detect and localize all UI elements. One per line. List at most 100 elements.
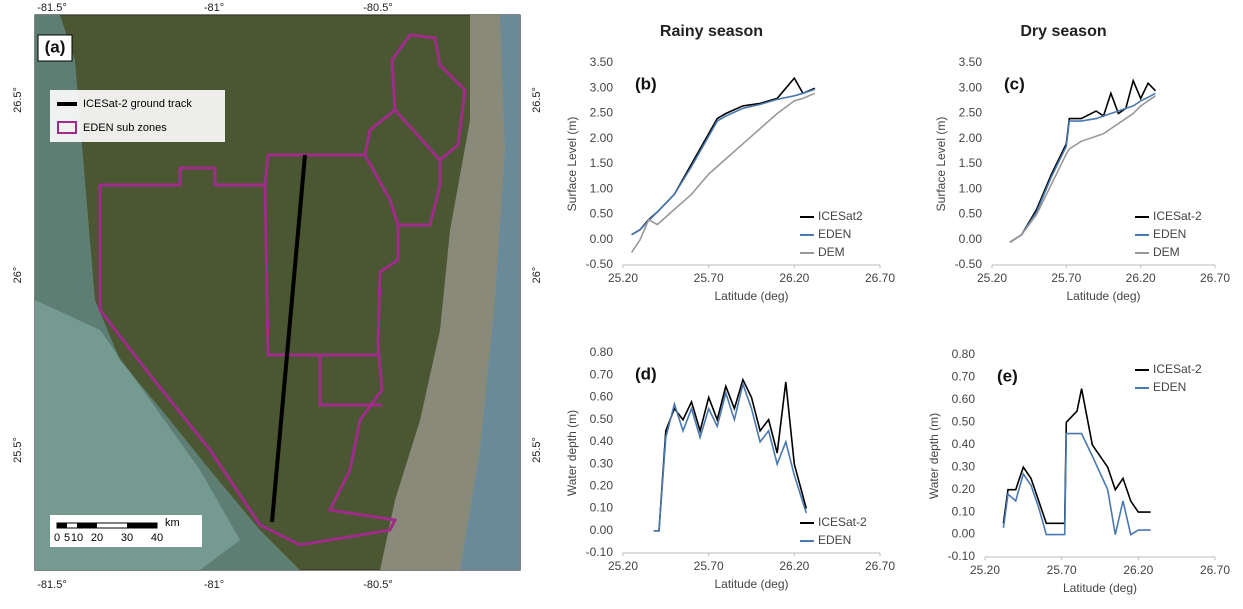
chart: Dry season -0.50 0.00 0.50 1.00 1.50 2.00 2.50 3… bbox=[934, 23, 1230, 303]
panel-label: (a) bbox=[45, 37, 66, 56]
eden-zone-border bbox=[318, 355, 382, 407]
lat-tick-label: 26° bbox=[531, 267, 543, 284]
lon-tick-label: -81° bbox=[204, 2, 224, 14]
y-tick-label: 3.50 bbox=[590, 55, 614, 69]
lat-tick-label: 26.5° bbox=[531, 87, 543, 113]
scale-bar-segment bbox=[127, 523, 157, 528]
x-tick-label: 25.70 bbox=[694, 559, 724, 573]
y-tick-label: 0.00 bbox=[590, 232, 614, 246]
x-tick-label: 26.20 bbox=[1126, 271, 1156, 285]
legend-label: EDEN bbox=[818, 227, 851, 241]
scale-label: 40 bbox=[151, 532, 163, 544]
panel-label-box bbox=[37, 34, 73, 62]
x-tick-label: 26.70 bbox=[865, 559, 895, 573]
x-tick-label: 25.70 bbox=[1051, 271, 1081, 285]
y-tick-label: 0.10 bbox=[590, 501, 614, 515]
scale-label: 30 bbox=[121, 532, 133, 544]
y-tick-label: 3.50 bbox=[959, 55, 983, 69]
x-tick-label: 26.70 bbox=[1200, 271, 1230, 285]
lon-tick-label: -80.5° bbox=[363, 2, 392, 14]
y-tick-label: 0.50 bbox=[590, 207, 614, 221]
x-tick-label: 25.20 bbox=[970, 563, 1000, 577]
legend-label: ICESat2 bbox=[818, 209, 863, 223]
y-tick-label: 3.00 bbox=[959, 80, 983, 94]
series-line bbox=[653, 381, 808, 532]
series-line bbox=[630, 92, 816, 253]
y-tick-label: 3.00 bbox=[590, 80, 614, 94]
y-tick-label: -0.50 bbox=[955, 257, 983, 271]
x-tick-label: 26.20 bbox=[1123, 563, 1153, 577]
legend-label: ICESat-2 bbox=[818, 515, 867, 529]
y-tick-label: -0.10 bbox=[586, 545, 614, 559]
chart-title: Dry season bbox=[1020, 23, 1106, 40]
scale-bar-segment bbox=[57, 523, 67, 528]
y-axis-label: Surface Level (m) bbox=[565, 117, 579, 212]
y-tick-label: -0.10 bbox=[948, 549, 976, 563]
map-legend bbox=[50, 90, 225, 142]
series-line bbox=[653, 377, 808, 532]
x-axis-label: Latitude (deg) bbox=[714, 577, 788, 591]
x-axis-label: Latitude (deg) bbox=[1063, 581, 1137, 595]
lon-tick-label: -81.5° bbox=[37, 579, 66, 591]
x-tick-label: 25.70 bbox=[694, 271, 724, 285]
y-tick-label: 0.20 bbox=[590, 479, 614, 493]
y-tick-label: 0.30 bbox=[590, 456, 614, 470]
y-tick-label: 0.00 bbox=[959, 232, 983, 246]
y-tick-label: -0.50 bbox=[586, 257, 614, 271]
y-axis-label: Water depth (m) bbox=[565, 410, 579, 496]
y-tick-label: 2.00 bbox=[959, 131, 983, 145]
panel-label: (e) bbox=[997, 366, 1018, 385]
scale-bar-segment bbox=[77, 523, 97, 528]
series-line bbox=[1002, 432, 1151, 536]
y-tick-label: 1.00 bbox=[959, 181, 983, 195]
everglades bbox=[60, 15, 470, 570]
x-axis-label: Latitude (deg) bbox=[1066, 289, 1140, 303]
scale-label: 5 bbox=[64, 532, 70, 544]
lat-tick-label: 26° bbox=[12, 267, 24, 284]
legend-label: EDEN bbox=[1153, 227, 1186, 241]
y-tick-label: 1.50 bbox=[590, 156, 614, 170]
legend-label: ICESat-2 bbox=[1153, 209, 1202, 223]
x-tick-label: 26.70 bbox=[865, 271, 895, 285]
chart: -0.10 0.00 0.10 0.20 0.30 0.40 0.50 0.60 0.70 0.8… bbox=[927, 347, 1230, 595]
y-axis-label: Water depth (m) bbox=[927, 413, 941, 499]
ground-track bbox=[270, 154, 307, 523]
y-tick-label: 2.00 bbox=[590, 131, 614, 145]
legend-label: DEM bbox=[818, 245, 845, 259]
y-tick-label: 0.00 bbox=[590, 523, 614, 537]
y-tick-label: 0.60 bbox=[590, 390, 614, 404]
y-tick-label: 0.40 bbox=[590, 434, 614, 448]
scale-label: 10 bbox=[71, 532, 83, 544]
legend-label: ICESat-2 ground track bbox=[83, 98, 192, 110]
x-tick-label: 26.70 bbox=[1200, 563, 1230, 577]
lon-tick-label: -81.5° bbox=[37, 2, 66, 14]
lat-tick-label: 25.5° bbox=[12, 437, 24, 463]
y-tick-label: 0.40 bbox=[952, 437, 976, 451]
lon-tick-label: -80.5° bbox=[363, 579, 392, 591]
eden-zone-border bbox=[393, 108, 442, 162]
lat-tick-label: 26.5° bbox=[12, 87, 24, 113]
y-tick-label: 0.30 bbox=[952, 459, 976, 473]
chart: -0.10 0.00 0.10 0.20 0.30 0.40 0.50 0.60 0.70 0.8… bbox=[565, 345, 895, 591]
y-tick-label: 1.00 bbox=[590, 181, 614, 195]
legend-swatch bbox=[57, 121, 77, 134]
y-tick-label: 0.70 bbox=[590, 367, 614, 381]
x-tick-label: 26.20 bbox=[779, 559, 809, 573]
y-tick-label: 0.10 bbox=[952, 504, 976, 518]
x-tick-label: 25.20 bbox=[977, 271, 1007, 285]
legend-label: ICESat-2 bbox=[1153, 362, 1202, 376]
y-tick-label: 0.50 bbox=[959, 207, 983, 221]
chart: Rainy season -0.50 0.00 0.50 1.00 1.50 2.00 2.5… bbox=[565, 23, 895, 303]
legend-label: EDEN sub zones bbox=[83, 122, 167, 134]
eden-zone-border bbox=[263, 184, 380, 357]
scale-unit: km bbox=[165, 517, 180, 529]
x-tick-label: 25.20 bbox=[608, 271, 638, 285]
y-tick-label: 0.70 bbox=[952, 370, 976, 384]
legend-label: EDEN bbox=[1153, 380, 1186, 394]
series-line bbox=[1009, 95, 1156, 243]
scale-label: 20 bbox=[91, 532, 103, 544]
y-tick-label: 0.80 bbox=[590, 345, 614, 359]
y-tick-label: 0.60 bbox=[952, 392, 976, 406]
y-tick-label: 0.80 bbox=[952, 347, 976, 361]
